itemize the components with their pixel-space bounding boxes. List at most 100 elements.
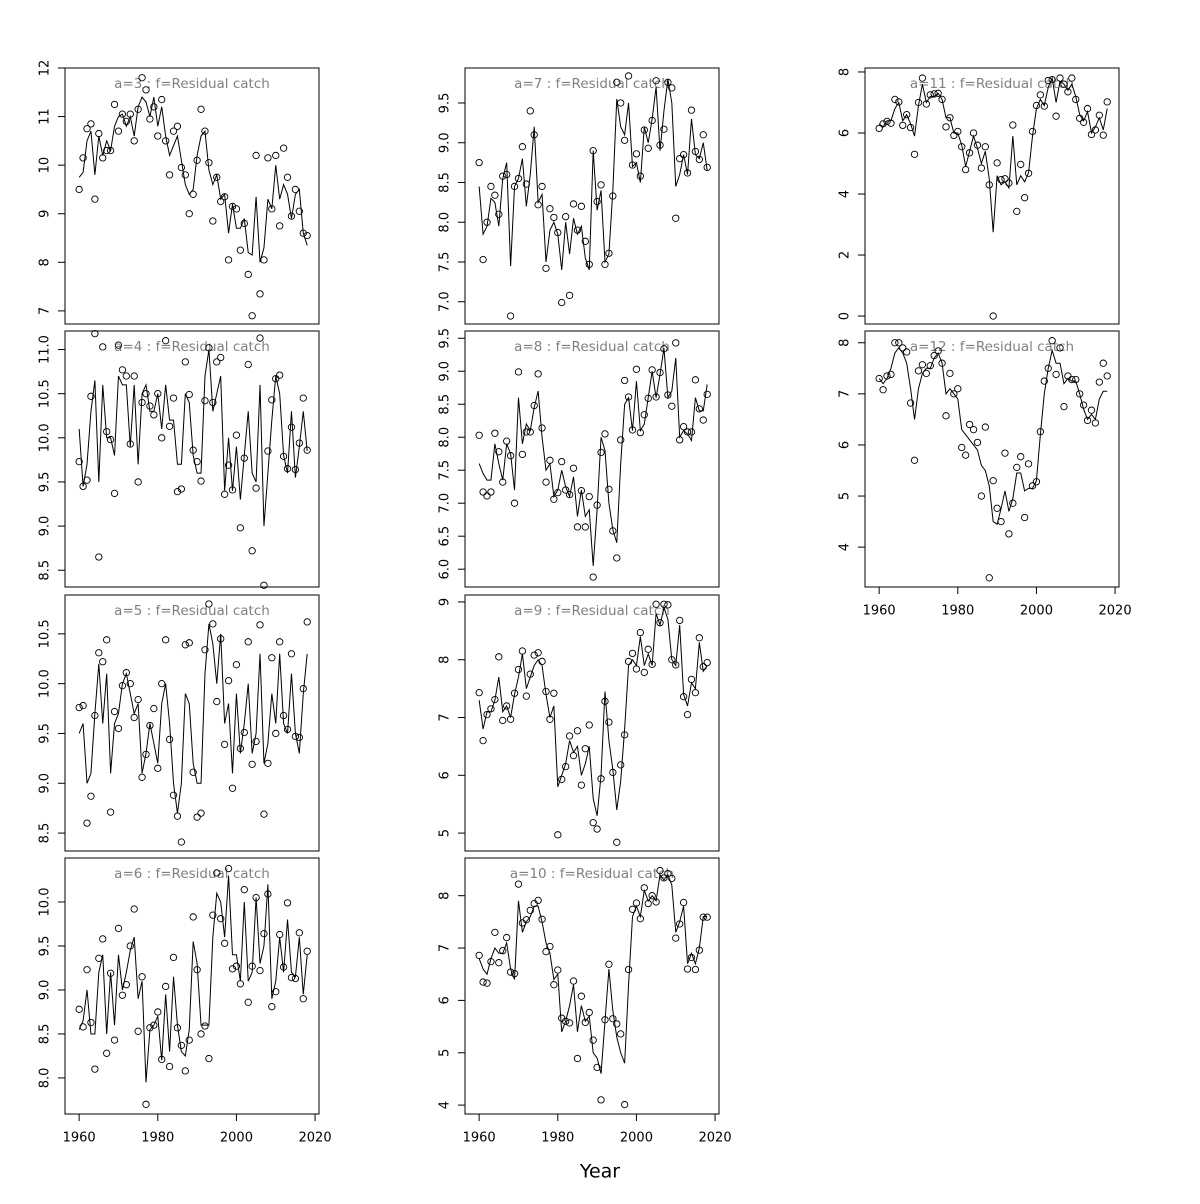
data-point	[1056, 74, 1064, 82]
plot-frame	[64, 67, 320, 325]
data-point	[283, 899, 292, 907]
data-point	[660, 600, 668, 608]
data-point	[518, 450, 527, 459]
data-point	[617, 99, 625, 107]
data-point	[652, 393, 660, 401]
data-point	[613, 78, 621, 86]
data-point	[668, 402, 676, 410]
data-point	[585, 1008, 593, 1017]
data-point	[106, 808, 115, 816]
data-point	[683, 965, 692, 973]
data-point	[244, 638, 252, 646]
data-point	[279, 144, 288, 152]
data-point	[514, 174, 523, 183]
data-point	[542, 478, 550, 486]
data-point	[268, 654, 276, 662]
y-tick-label: 7	[438, 944, 453, 952]
data-point	[534, 370, 542, 378]
data-point	[475, 951, 483, 960]
y-tick-label: 8.5	[38, 560, 53, 581]
data-point	[695, 946, 703, 954]
data-point	[491, 695, 499, 704]
panel: a=6 : f=Residual catch 8.0 8.5 9.0 9.5 10.0 19…	[38, 857, 332, 1146]
data-point	[272, 151, 280, 160]
x-tick-label: 2000	[620, 1131, 653, 1146]
data-point	[506, 715, 515, 723]
data-point	[264, 759, 272, 767]
data-point	[217, 915, 225, 923]
data-point	[91, 711, 99, 720]
data-point	[981, 423, 989, 431]
y-tick-label: 10.0	[38, 423, 53, 452]
panel-title: a=9 : f=Residual catch	[514, 603, 670, 619]
data-point	[648, 660, 656, 668]
data-point	[562, 213, 570, 221]
data-point	[589, 819, 597, 827]
data-point	[875, 124, 883, 133]
data-point	[244, 270, 252, 279]
data-point	[679, 423, 688, 431]
data-point	[1001, 449, 1009, 457]
data-point	[252, 893, 260, 902]
data-point	[103, 146, 111, 155]
data-point	[303, 446, 311, 454]
data-point	[240, 728, 248, 737]
data-point	[546, 942, 554, 951]
plot-frame	[464, 67, 720, 325]
data-point	[491, 191, 499, 199]
data-point	[499, 478, 507, 486]
data-point	[495, 653, 503, 661]
data-point	[503, 933, 511, 942]
data-point	[1032, 478, 1041, 486]
data-point	[691, 965, 700, 974]
panel-title: a=6 : f=Residual catch	[114, 866, 270, 882]
data-point	[1028, 482, 1037, 490]
data-point	[165, 422, 174, 430]
y-tick-label: 10	[38, 157, 53, 174]
data-point	[506, 968, 515, 976]
data-point	[224, 461, 233, 469]
data-point	[95, 649, 103, 657]
data-point	[1009, 121, 1017, 129]
data-point	[291, 465, 300, 474]
data-point	[244, 998, 252, 1006]
data-point	[695, 634, 703, 642]
y-tick-label: 10.0	[38, 888, 53, 917]
data-point	[1064, 372, 1072, 380]
data-point	[220, 193, 229, 201]
data-point	[891, 339, 899, 347]
plot-frame	[864, 330, 1120, 588]
data-point	[169, 394, 178, 402]
data-point	[934, 347, 942, 355]
data-point	[240, 454, 248, 462]
data-point	[240, 886, 248, 894]
data-point	[593, 825, 601, 833]
data-point	[554, 488, 562, 497]
data-point	[699, 913, 707, 921]
data-point	[126, 942, 134, 950]
data-point	[165, 735, 174, 744]
data-point	[624, 72, 633, 80]
data-point	[130, 905, 138, 913]
data-point	[205, 344, 213, 352]
data-point	[475, 689, 483, 697]
y-tick-label: 10.5	[38, 379, 53, 408]
data-point	[1024, 169, 1033, 177]
data-point	[683, 169, 692, 177]
plot-frame	[464, 857, 720, 1115]
data-point	[510, 689, 519, 697]
data-point	[1068, 74, 1076, 82]
data-point	[260, 930, 268, 938]
y-tick-label: 9.0	[38, 773, 53, 794]
data-point	[938, 95, 946, 104]
data-point	[942, 412, 950, 420]
y-tick-label: 8.0	[438, 427, 453, 448]
data-point	[1076, 390, 1084, 398]
data-point	[1048, 337, 1056, 345]
data-point	[660, 125, 668, 133]
fitted-line	[478, 605, 708, 816]
data-point	[895, 339, 903, 347]
data-point	[676, 436, 684, 444]
data-point	[75, 703, 83, 712]
data-point	[601, 260, 609, 269]
